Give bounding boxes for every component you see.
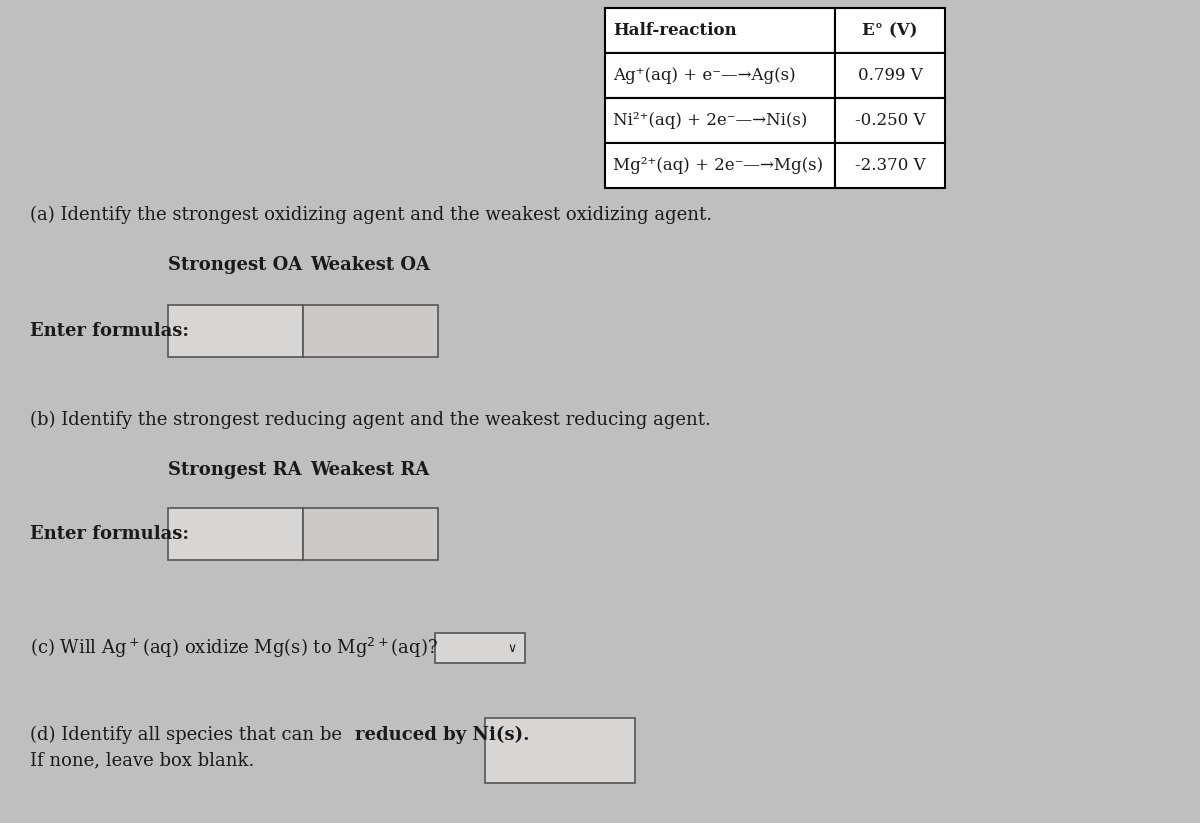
Bar [168,508,302,560]
Text: Half-reaction: Half-reaction [613,22,737,39]
Text: (d) Identify all species that can be: (d) Identify all species that can be [30,726,348,744]
Bar [485,718,635,783]
Bar [605,8,835,53]
Text: Strongest RA: Strongest RA [168,461,302,479]
Text: -2.370 V: -2.370 V [854,157,925,174]
Text: Enter formulas:: Enter formulas: [30,525,190,543]
Bar [605,98,835,143]
Text: Weakest OA: Weakest OA [310,256,430,274]
Text: Ni²⁺(aq) + 2e⁻—→Ni(s): Ni²⁺(aq) + 2e⁻—→Ni(s) [613,112,808,129]
Text: E° (V): E° (V) [863,22,918,39]
Bar [835,53,946,98]
Text: If none, leave box blank.: If none, leave box blank. [30,751,254,769]
Text: Ag⁺(aq) + e⁻—→Ag(s): Ag⁺(aq) + e⁻—→Ag(s) [613,67,796,84]
Bar [835,98,946,143]
Bar [835,143,946,188]
Text: 0.799 V: 0.799 V [858,67,923,84]
Text: -0.250 V: -0.250 V [854,112,925,129]
Text: Enter formulas:: Enter formulas: [30,322,190,340]
Text: (b) Identify the strongest reducing agent and the weakest reducing agent.: (b) Identify the strongest reducing agen… [30,411,710,429]
Text: Strongest OA: Strongest OA [168,256,302,274]
Text: (a) Identify the strongest oxidizing agent and the weakest oxidizing agent.: (a) Identify the strongest oxidizing age… [30,206,712,224]
Bar [835,8,946,53]
Bar [168,305,302,357]
Bar [302,305,438,357]
Text: Weakest RA: Weakest RA [311,461,430,479]
Bar [302,508,438,560]
Text: (c) Will Ag$^+$(aq) oxidize Mg(s) to Mg$^{2+}$(aq)?: (c) Will Ag$^+$(aq) oxidize Mg(s) to Mg$… [30,636,438,660]
Bar [605,53,835,98]
Text: ∨: ∨ [508,641,517,654]
Bar [605,143,835,188]
Text: reduced by Ni(s).: reduced by Ni(s). [355,726,529,744]
Text: Mg²⁺(aq) + 2e⁻—→Mg(s): Mg²⁺(aq) + 2e⁻—→Mg(s) [613,157,823,174]
Bar [436,633,526,663]
